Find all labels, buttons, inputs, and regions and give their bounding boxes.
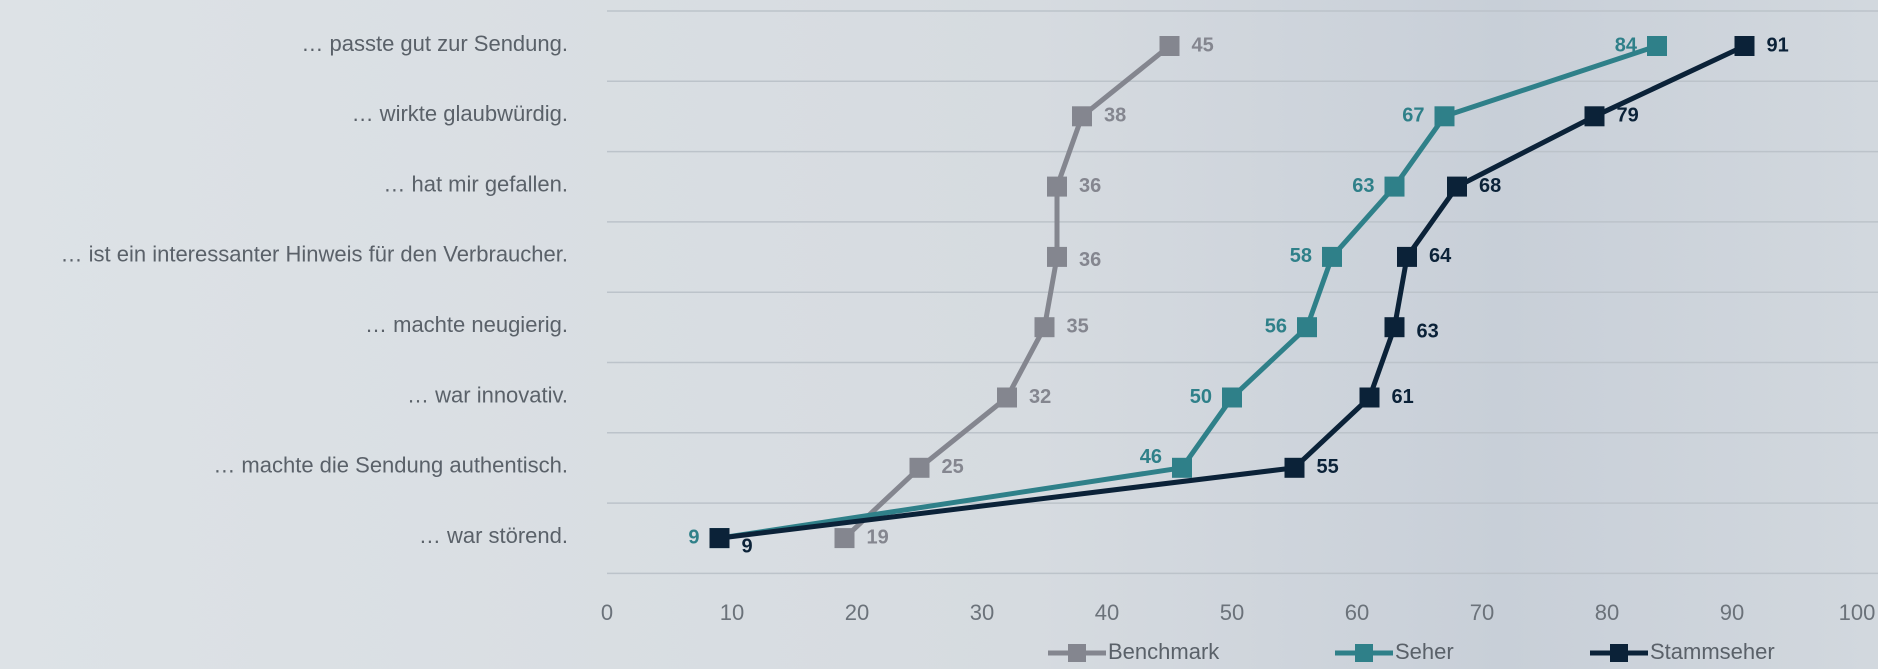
data-label: 45 bbox=[1192, 34, 1214, 56]
data-point bbox=[1322, 246, 1342, 267]
series-line bbox=[719, 43, 1658, 541]
data-label: 36 bbox=[1079, 175, 1101, 197]
data-point bbox=[1047, 176, 1067, 197]
legend: Benchmark Seher Stammseher bbox=[1048, 639, 1775, 664]
x-tick-label: 30 bbox=[970, 600, 994, 625]
data-label: 68 bbox=[1479, 175, 1501, 197]
grid bbox=[607, 10, 1878, 575]
legend-swatch-marker bbox=[1068, 644, 1086, 662]
data-point bbox=[1584, 106, 1605, 127]
data-point bbox=[1159, 36, 1180, 56]
category-label: … hat mir gefallen. bbox=[383, 171, 568, 196]
x-tick-label: 10 bbox=[720, 600, 744, 625]
category-label: … machte die Sendung authentisch. bbox=[213, 453, 568, 478]
data-label: 9 bbox=[688, 526, 699, 548]
data-label: 58 bbox=[1290, 245, 1312, 267]
data-label: 50 bbox=[1190, 386, 1212, 408]
data-point bbox=[1647, 36, 1667, 56]
data-point bbox=[1434, 106, 1455, 127]
x-axis-ticks: 0 10 20 30 40 50 60 70 80 90 100 bbox=[601, 600, 1875, 625]
data-point bbox=[1384, 176, 1405, 197]
x-tick-label: 60 bbox=[1345, 600, 1369, 625]
legend-label: Stammseher bbox=[1650, 639, 1775, 664]
data-point bbox=[997, 387, 1017, 408]
legend-item: Stammseher bbox=[1590, 639, 1775, 664]
legend-item: Benchmark bbox=[1048, 639, 1220, 664]
data-point bbox=[909, 457, 930, 478]
x-tick-label: 70 bbox=[1470, 600, 1494, 625]
category-label: … war innovativ. bbox=[407, 382, 568, 407]
x-tick-label: 80 bbox=[1595, 600, 1619, 625]
data-label: 35 bbox=[1067, 315, 1089, 337]
x-tick-label: 90 bbox=[1720, 600, 1744, 625]
series-line bbox=[842, 44, 1172, 540]
data-point bbox=[1734, 36, 1755, 56]
legend-item: Seher bbox=[1335, 639, 1454, 664]
data-labels: 45 38 36 36 35 32 25 19 84 67 63 58 56 50 46 9 91 79 68 64 6… bbox=[688, 34, 1788, 557]
x-tick-label: 100 bbox=[1839, 600, 1876, 625]
category-labels: … passte gut zur Sendung. … wirkte glaubw… bbox=[61, 31, 568, 548]
data-label: 25 bbox=[942, 456, 964, 478]
data-label: 63 bbox=[1352, 175, 1374, 197]
category-label: … war störend. bbox=[419, 523, 568, 548]
legend-swatch-marker bbox=[1355, 644, 1373, 662]
data-label: 46 bbox=[1140, 446, 1162, 468]
data-label: 36 bbox=[1079, 249, 1101, 271]
data-point bbox=[1297, 317, 1317, 338]
data-point bbox=[1172, 457, 1192, 478]
data-label: 67 bbox=[1402, 105, 1424, 127]
data-label: 91 bbox=[1767, 34, 1789, 56]
data-label: 55 bbox=[1317, 456, 1339, 478]
data-label: 9 bbox=[742, 535, 753, 557]
x-tick-label: 50 bbox=[1220, 600, 1244, 625]
data-point bbox=[834, 528, 855, 549]
data-point bbox=[1284, 457, 1305, 478]
series-line bbox=[719, 43, 1746, 541]
data-point bbox=[709, 528, 730, 549]
data-point bbox=[1034, 317, 1055, 338]
data-point bbox=[1047, 246, 1067, 267]
x-tick-label: 40 bbox=[1095, 600, 1119, 625]
data-point bbox=[1384, 317, 1405, 338]
series-layer bbox=[709, 36, 1755, 549]
data-point bbox=[1447, 176, 1467, 197]
data-point bbox=[1359, 387, 1380, 408]
data-label: 63 bbox=[1417, 320, 1439, 342]
data-point bbox=[1222, 387, 1242, 408]
data-label: 38 bbox=[1104, 105, 1126, 127]
legend-label: Benchmark bbox=[1108, 639, 1220, 664]
legend-swatch-marker bbox=[1610, 644, 1628, 662]
data-label: 79 bbox=[1617, 105, 1639, 127]
x-tick-label: 0 bbox=[601, 600, 613, 625]
legend-label: Seher bbox=[1395, 639, 1454, 664]
data-label: 56 bbox=[1265, 315, 1287, 337]
data-label: 32 bbox=[1029, 386, 1051, 408]
category-label: … wirkte glaubwürdig. bbox=[352, 101, 568, 126]
category-label: … machte neugierig. bbox=[365, 312, 568, 337]
category-label: … passte gut zur Sendung. bbox=[301, 31, 568, 56]
data-label: 19 bbox=[867, 526, 889, 548]
x-tick-label: 20 bbox=[845, 600, 869, 625]
category-label: … ist ein interessanter Hinweis für den … bbox=[61, 242, 568, 267]
data-point bbox=[1072, 106, 1092, 127]
data-label: 84 bbox=[1615, 34, 1638, 56]
data-label: 64 bbox=[1429, 245, 1452, 267]
data-label: 61 bbox=[1392, 386, 1414, 408]
data-point bbox=[1397, 246, 1417, 267]
